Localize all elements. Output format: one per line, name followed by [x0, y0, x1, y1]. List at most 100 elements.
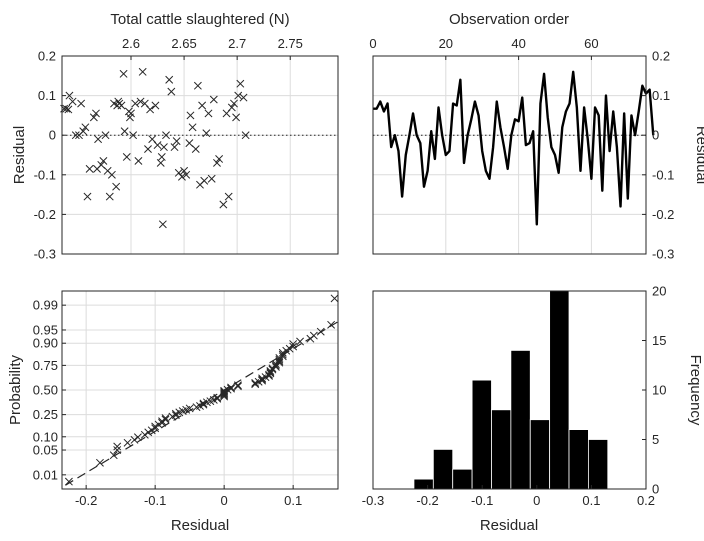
residual-point — [71, 131, 80, 140]
probability-point-stroke-b — [316, 327, 325, 336]
probability-point-stroke-b — [285, 344, 294, 353]
residual-point-stroke-b — [105, 192, 114, 201]
probability-point-stroke-b — [278, 352, 287, 361]
probability-point-stroke-b — [185, 404, 194, 413]
residual-point — [99, 156, 108, 165]
probability-point — [185, 404, 194, 413]
residual-point — [170, 143, 179, 152]
x-tick-label: 2.75 — [278, 36, 303, 51]
probability-point — [199, 400, 208, 409]
probability-point-stroke-b — [309, 331, 318, 340]
probability-point — [266, 369, 275, 378]
probability-point — [220, 390, 229, 399]
residual-point — [234, 91, 243, 100]
residual-vs-predictor-frame — [61, 55, 339, 255]
probability-point — [161, 414, 170, 423]
probability-point — [109, 451, 118, 460]
residual-point-stroke-b — [236, 79, 245, 88]
residual-point-stroke-b — [122, 153, 131, 161]
x-tick-label: 0 — [221, 493, 228, 508]
probability-point-stroke-b — [220, 390, 229, 399]
y-tick-label: -0.1 — [652, 167, 674, 182]
y-tick-label: 0.1 — [652, 88, 670, 103]
residual-point — [92, 109, 100, 118]
probability-point-stroke-b — [227, 384, 236, 393]
probability-point — [161, 415, 170, 424]
residual-point-stroke-b — [68, 97, 77, 106]
x-axis-label: Observation order — [449, 11, 569, 28]
probability-point — [144, 428, 153, 437]
y-tick-label: -0.3 — [34, 247, 56, 262]
residual-point — [239, 93, 248, 102]
residual-point — [167, 87, 176, 96]
probability-point-stroke-b — [330, 294, 339, 303]
y-tick-label: 0.50 — [33, 383, 58, 398]
x-tick-label: -0.1 — [471, 493, 493, 508]
probability-point-stroke-b — [220, 387, 229, 396]
residual-point-stroke-b — [136, 97, 145, 106]
residual-point-stroke-b — [144, 145, 152, 154]
probability-point-stroke-b — [271, 363, 280, 371]
residual-point-stroke-b — [200, 176, 209, 185]
residual-point-stroke-b — [99, 156, 108, 165]
residual-point — [65, 91, 74, 100]
probability-point — [213, 394, 222, 403]
probability-point-stroke-b — [251, 380, 260, 389]
residual-point — [107, 170, 116, 179]
residual-point-stroke-b — [224, 192, 233, 201]
residual-point-stroke-b — [148, 135, 157, 144]
residual-point — [174, 168, 183, 177]
residual-point-stroke-b — [134, 156, 143, 165]
probability-point — [140, 430, 149, 439]
residual-point — [157, 153, 166, 161]
residual-point-stroke-b — [170, 143, 179, 152]
probability-point — [123, 438, 132, 447]
x-tick-label: 20 — [439, 36, 453, 51]
residual-vs-order-border — [372, 55, 647, 255]
residual-point — [191, 145, 200, 154]
residual-point — [241, 131, 250, 140]
residual-vs-order-panel: 0 20 40 60 -0.3 -0.2 -0.1 0 0.1 0.2 Observation o… — [369, 11, 704, 262]
probability-point-stroke-b — [95, 458, 104, 467]
y-tick-label: 0.90 — [33, 336, 58, 351]
probability-point — [278, 348, 287, 357]
residual-point-stroke-b — [234, 91, 243, 100]
y-tick-label: 0.1 — [38, 88, 56, 103]
probability-point-stroke-b — [227, 383, 236, 392]
probability-point-stroke-b — [144, 428, 153, 437]
residual-point-stroke-b — [204, 109, 213, 118]
probability-point — [95, 458, 104, 467]
residual-point-stroke-b — [62, 104, 71, 113]
residual-point — [236, 79, 245, 88]
probability-point-stroke-b — [266, 369, 275, 378]
y-axis-label: Probability — [7, 354, 24, 425]
residual-point-stroke-b — [65, 91, 74, 100]
normal-probability-panel: -0.2 -0.1 0 0.1 0.01 0.050.10 0.25 0.50 0.75 0.90… — [7, 290, 339, 534]
residual-point-stroke-b — [188, 123, 197, 132]
probability-point — [251, 380, 260, 389]
probability-point-stroke-b — [213, 393, 222, 402]
probability-point-stroke-b — [213, 394, 222, 403]
residual-point-stroke-b — [117, 101, 126, 110]
residual-point — [186, 111, 195, 120]
residual-point — [204, 109, 213, 118]
histogram-bar — [510, 349, 531, 490]
residual-point-stroke-b — [85, 164, 94, 173]
x-tick-label: 0 — [369, 36, 376, 51]
x-tick-label: -0.1 — [144, 493, 166, 508]
residual-point-stroke-b — [159, 143, 168, 152]
residual-point — [127, 109, 135, 118]
residual-point-stroke-b — [138, 67, 147, 76]
y-tick-label: -0.2 — [34, 207, 56, 222]
residual-point — [62, 104, 71, 113]
probability-point-stroke-b — [113, 446, 122, 454]
residual-point-stroke-b — [158, 220, 167, 229]
y-tick-label: 0.2 — [38, 49, 56, 64]
y-tick-label: 0 — [49, 128, 56, 143]
residual-point — [144, 145, 152, 154]
x-axis-label: Residual — [480, 517, 538, 534]
probability-point-stroke-b — [130, 435, 139, 444]
x-tick-label: 2.65 — [171, 36, 196, 51]
